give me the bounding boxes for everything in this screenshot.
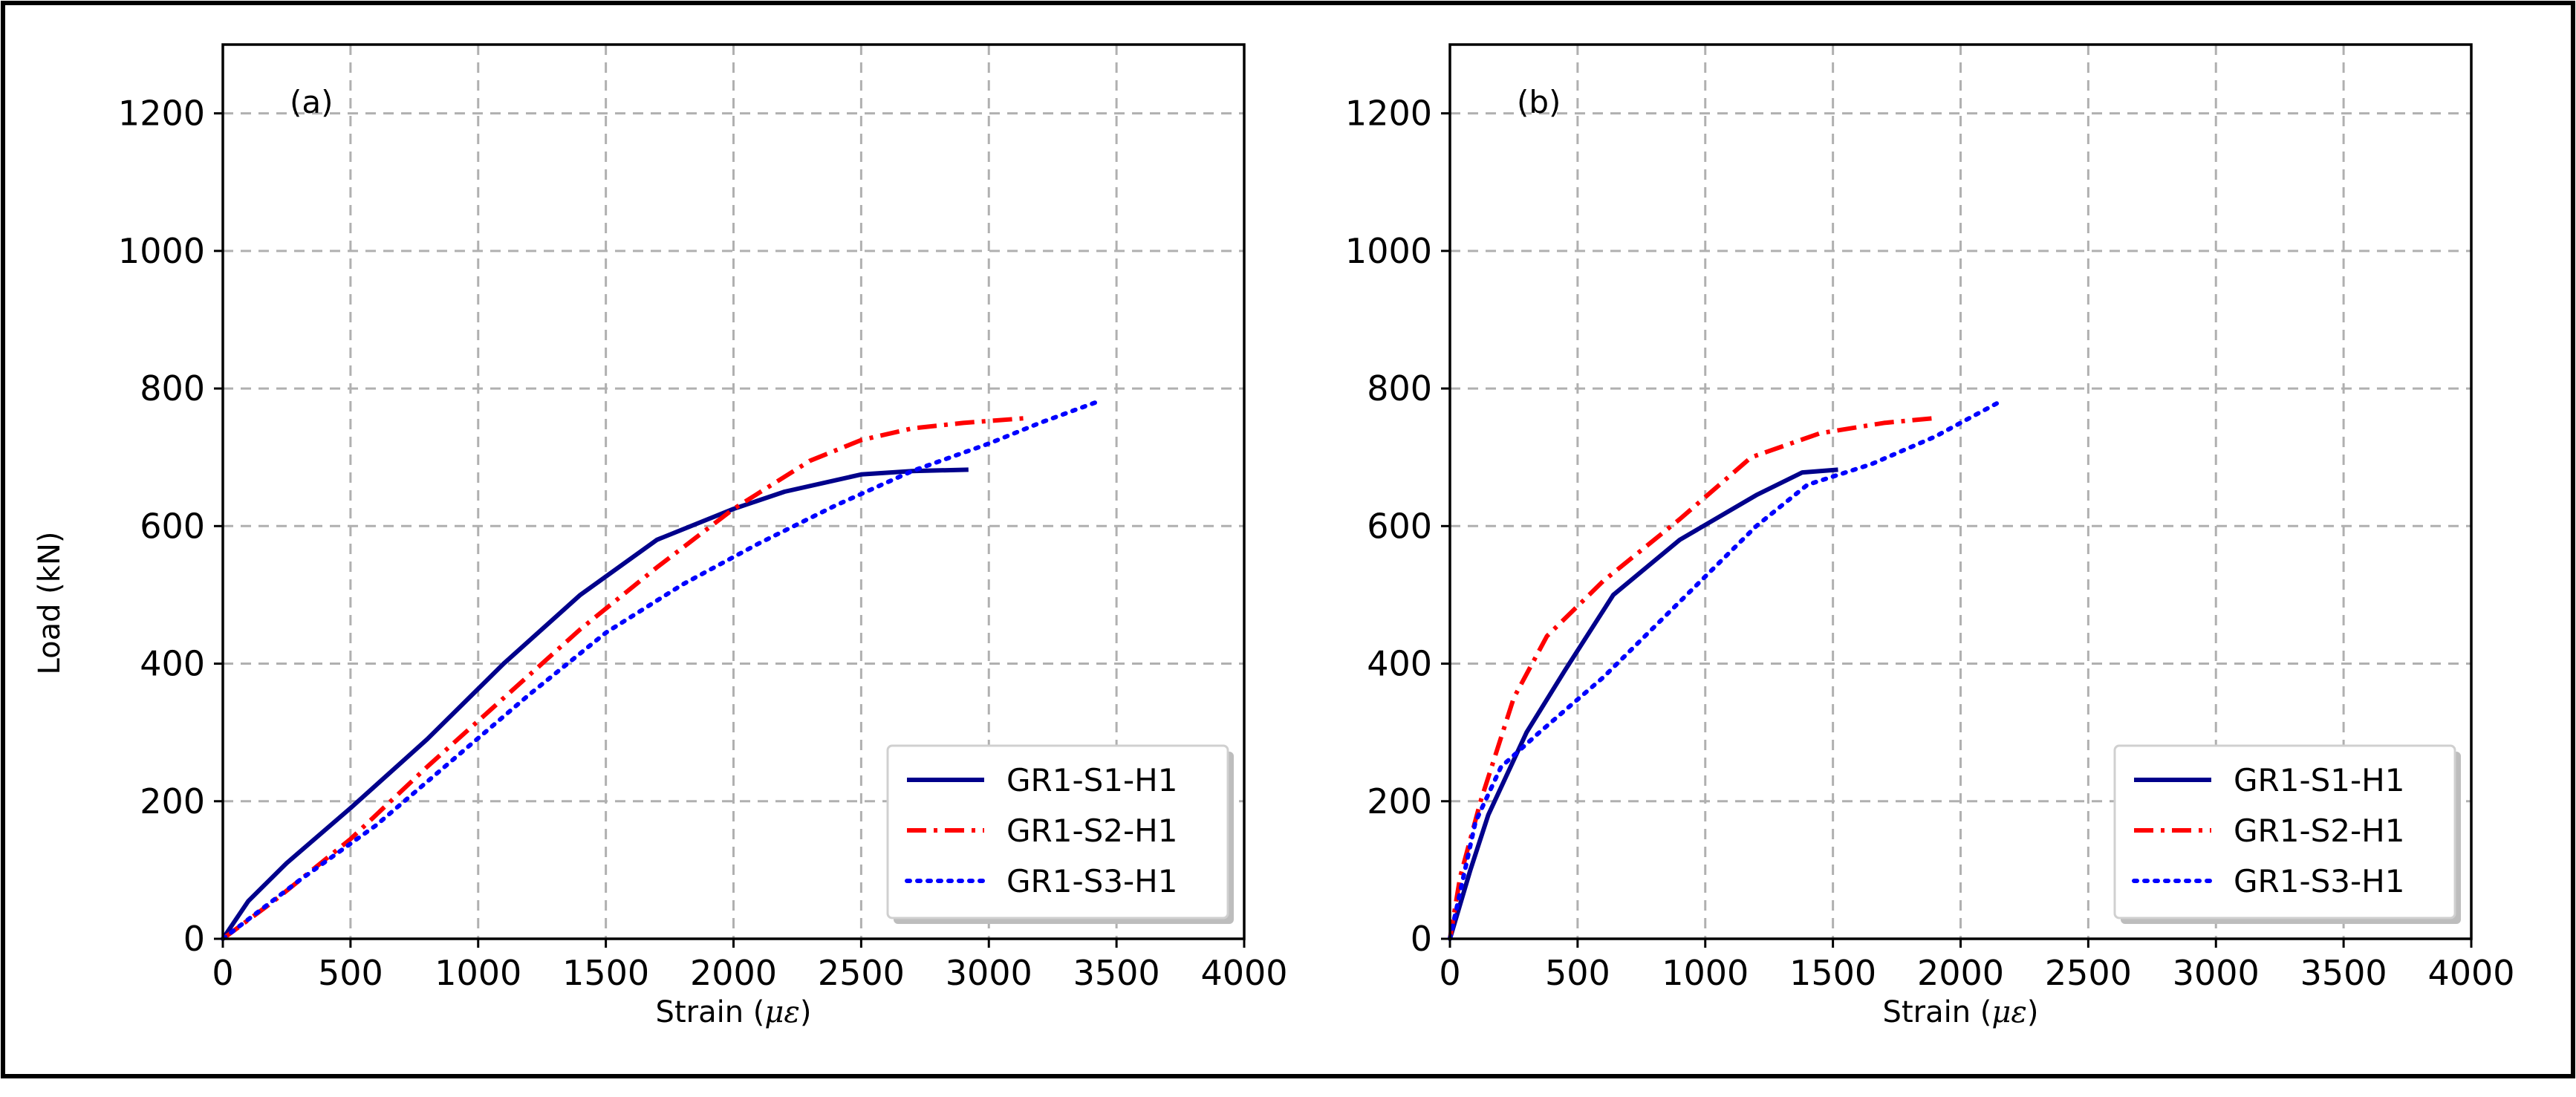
legend-label: GR1-S2-H1	[1006, 813, 1177, 849]
y-tick-label: 0	[183, 919, 205, 959]
x-tick-label: 3000	[2173, 953, 2260, 993]
series-line-gr1-s3-h1	[1448, 400, 2002, 941]
series-line-gr1-s1-h1	[221, 467, 969, 940]
y-tick-label: 800	[140, 368, 205, 408]
panel-b-x-axis-label: Strain (με)	[1883, 995, 2039, 1029]
x-tick-label: 1000	[435, 953, 521, 993]
panel-b-label: (b)	[1517, 84, 1561, 120]
panel-a-ticks: 0 500 1000 1500 2000 2500 3000 3500 4000 0 200 400 6…	[118, 94, 1288, 993]
y-tick-label: 1000	[118, 231, 205, 271]
panel-b-ticks: 0 500 1000 1500 2000 2500 3000 3500 4000 0 200 400 6…	[1345, 94, 2515, 993]
series-line-gr1-s2-h1	[1448, 415, 1936, 940]
x-tick-label: 4000	[1200, 953, 1287, 993]
y-tick-label: 1200	[118, 94, 205, 134]
panel-a-y-axis-label: Load (kN)	[33, 532, 67, 675]
y-tick-label: 400	[140, 644, 205, 684]
legend-box	[2113, 744, 2456, 919]
y-tick-label: 400	[1367, 644, 1432, 684]
panel-b: 0 500 1000 1500 2000 2500 3000 3500 4000 0 200 400 6…	[1345, 43, 2515, 1029]
x-tick-label: 3500	[1073, 953, 1160, 993]
x-tick-label: 2500	[2045, 953, 2132, 993]
x-tick-label: 0	[1439, 953, 1460, 993]
series-line-gr1-s2-h1	[221, 415, 1028, 941]
legend-label: GR1-S3-H1	[2234, 863, 2404, 899]
panel-a: 0 500 1000 1500 2000 2500 3000 3500 4000 0 200 400 6…	[33, 43, 1288, 1029]
x-axis-label-close: )	[2027, 995, 2039, 1029]
x-tick-label: 4000	[2427, 953, 2514, 993]
x-axis-label-unit: με	[1991, 995, 2026, 1029]
y-tick-label: 0	[1411, 919, 1432, 959]
x-tick-label: 3500	[2300, 953, 2387, 993]
legend-label: GR1-S1-H1	[1006, 762, 1177, 798]
x-tick-label: 500	[318, 953, 383, 993]
x-tick-label: 1000	[1662, 953, 1749, 993]
x-axis-label-text: Strain (	[1883, 995, 1992, 1029]
y-tick-label: 600	[140, 506, 205, 546]
x-tick-label: 2000	[690, 953, 777, 993]
legend-box	[886, 744, 1229, 919]
series-line-gr1-s1-h1	[1448, 467, 1838, 940]
panel-a-series	[221, 400, 1099, 941]
x-tick-label: 1500	[562, 953, 649, 993]
x-tick-label: 3000	[946, 953, 1032, 993]
y-tick-label: 800	[1367, 368, 1432, 408]
panel-a-legend: GR1-S1-H1 GR1-S2-H1 GR1-S3-H1	[886, 744, 1234, 924]
y-tick-label: 600	[1367, 506, 1432, 546]
panel-a-label: (a)	[290, 84, 334, 120]
y-tick-label: 200	[1367, 781, 1432, 821]
y-tick-label: 1200	[1345, 94, 1432, 134]
series-line-gr1-s3-h1	[221, 400, 1099, 941]
y-tick-label: 200	[140, 781, 205, 821]
x-tick-label: 500	[1545, 953, 1610, 993]
panel-b-series	[1448, 400, 2002, 941]
panel-a-x-axis-label: Strain (με)	[656, 995, 812, 1029]
x-tick-label: 0	[212, 953, 233, 993]
legend-label: GR1-S2-H1	[2234, 813, 2404, 849]
x-axis-label-text: Strain (	[656, 995, 765, 1029]
legend-label: GR1-S1-H1	[2234, 762, 2404, 798]
x-axis-label-unit: με	[764, 995, 799, 1029]
y-tick-label: 1000	[1345, 231, 1432, 271]
x-tick-label: 2000	[1917, 953, 2004, 993]
x-axis-label-close: )	[800, 995, 812, 1029]
legend-label: GR1-S3-H1	[1006, 863, 1177, 899]
x-tick-label: 2500	[818, 953, 905, 993]
panel-b-legend: GR1-S1-H1 GR1-S2-H1 GR1-S3-H1	[2113, 744, 2461, 924]
panel-b-grid	[1450, 45, 2471, 939]
x-tick-label: 1500	[1789, 953, 1876, 993]
